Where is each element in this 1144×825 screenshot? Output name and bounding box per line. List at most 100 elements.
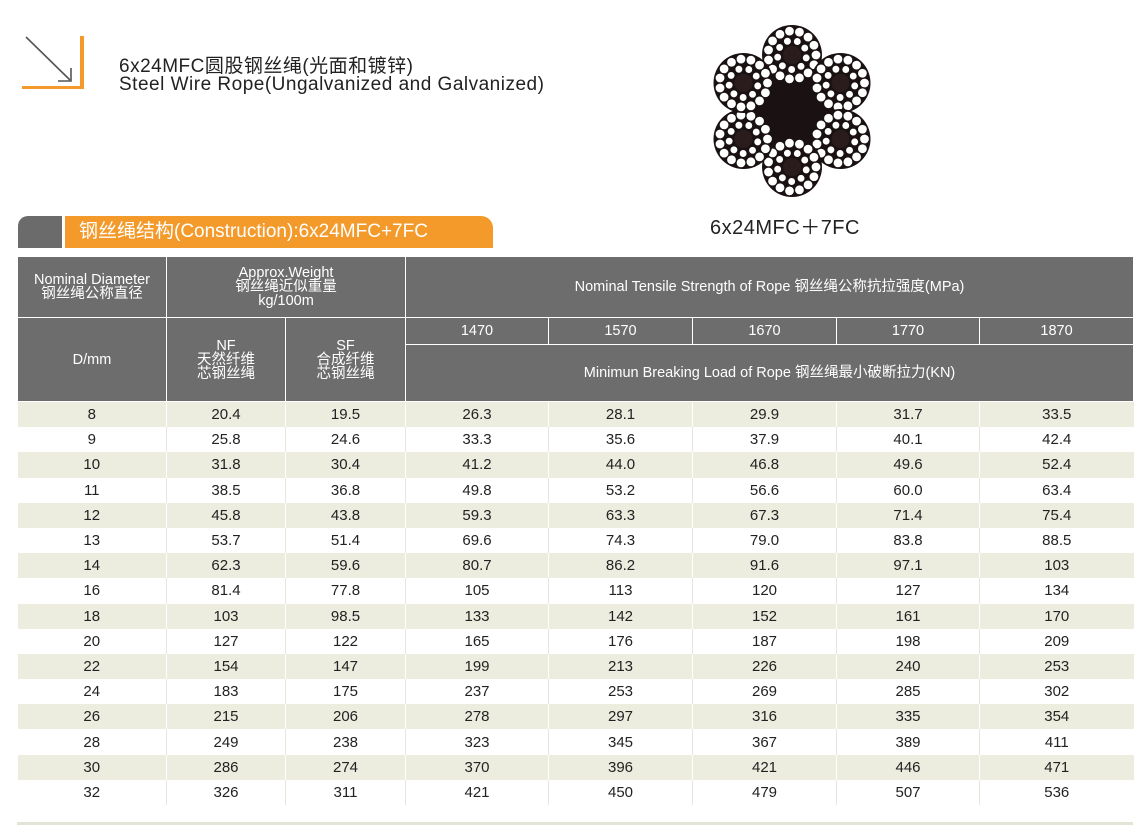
table-cell: 152	[692, 603, 837, 629]
table-cell: 238	[285, 729, 406, 755]
table-cell: 213	[548, 653, 693, 680]
table-cell: 13	[17, 527, 167, 554]
table-cell: 354	[979, 704, 1134, 730]
header-grade: 1670	[692, 317, 837, 345]
table-cell: 20.4	[166, 401, 286, 428]
table-cell: 79.0	[692, 527, 837, 554]
table-cell: 19.5	[285, 401, 406, 428]
table-row: 32 326 311 421 450 479 507 536	[17, 779, 1134, 805]
table-cell: 41.2	[405, 452, 549, 478]
header-approx-weight: Approx.Weight 钢丝绳近似重量 kg/100m	[166, 256, 406, 318]
table-cell: 49.8	[405, 477, 549, 503]
table-cell: 183	[166, 679, 286, 705]
table-cell: 175	[285, 679, 406, 705]
table-cell: 16	[17, 578, 167, 604]
table-cell: 187	[692, 628, 837, 654]
table-cell: 30	[17, 754, 167, 780]
table-cell: 253	[979, 653, 1134, 680]
table-cell: 209	[979, 628, 1134, 654]
table-cell: 31.7	[836, 401, 980, 428]
header-grade: 1770	[836, 317, 980, 345]
table-cell: 81.4	[166, 578, 286, 604]
table-cell: 226	[692, 653, 837, 680]
header-nf: NF 天然纤维 芯钢丝绳	[166, 317, 286, 402]
table-row: 20 127 122 165 176 187 198 209	[17, 628, 1134, 654]
table-cell: 31.8	[166, 452, 286, 478]
table-cell: 46.8	[692, 452, 837, 478]
table-cell: 77.8	[285, 578, 406, 604]
header-text: 钢丝绳公称直径	[41, 286, 143, 302]
table-cell: 60.0	[836, 477, 980, 503]
table-cell: 285	[836, 679, 980, 705]
table-cell: 88.5	[979, 527, 1134, 554]
table-cell: 134	[979, 578, 1134, 604]
arrow-corner-icon	[22, 36, 84, 89]
header-text: NF	[216, 337, 236, 354]
table-cell: 45.8	[166, 502, 286, 528]
table-cell: 26.3	[405, 401, 549, 428]
table-cell: 43.8	[285, 502, 406, 528]
table-cell: 127	[166, 628, 286, 654]
header-text: Approx.Weight	[238, 265, 334, 281]
table-cell: 30.4	[285, 452, 406, 478]
table-cell: 323	[405, 729, 549, 755]
table-cell: 14	[17, 553, 167, 579]
table-row: 14 62.3 59.6 80.7 86.2 91.6 97.1 103	[17, 553, 1134, 579]
table-cell: 67.3	[692, 502, 837, 528]
table-row: 10 31.8 30.4 41.2 44.0 46.8 49.6 52.4	[17, 452, 1134, 478]
header-text: 钢丝绳近似重量	[235, 279, 337, 295]
table-cell: 170	[979, 603, 1134, 629]
page-title-cn: 6x24MFC圆股钢丝绳(光面和镀锌)	[119, 56, 414, 77]
table-cell: 240	[836, 653, 980, 680]
spec-table: Nominal Diameter 钢丝绳公称直径 Approx.Weight 钢…	[17, 256, 1135, 805]
table-cell: 536	[979, 779, 1134, 805]
table-cell: 446	[836, 754, 980, 780]
table-cell: 56.6	[692, 477, 837, 503]
table-cell: 24	[17, 679, 167, 705]
table-cell: 113	[548, 578, 693, 604]
table-cell: 10	[17, 452, 167, 478]
table-cell: 24.6	[285, 427, 406, 453]
table-cell: 52.4	[979, 452, 1134, 478]
table-cell: 389	[836, 729, 980, 755]
table-cell: 274	[285, 754, 406, 780]
table-cell: 103	[166, 603, 286, 629]
table-cell: 22	[17, 653, 167, 680]
table-cell: 421	[405, 779, 549, 805]
table-row: 16 81.4 77.8 105 113 120 127 134	[17, 578, 1134, 604]
table-cell: 302	[979, 679, 1134, 705]
table-cell: 154	[166, 653, 286, 680]
table-row: 11 38.5 36.8 49.8 53.2 56.6 60.0 63.4	[17, 477, 1134, 503]
table-cell: 133	[405, 603, 549, 629]
section-tab	[18, 216, 62, 248]
table-cell: 63.3	[548, 502, 693, 528]
table-cell: 142	[548, 603, 693, 629]
table-cell: 12	[17, 502, 167, 528]
header-text: 芯钢丝绳	[197, 365, 255, 382]
table-row: 30 286 274 370 396 421 446 471	[17, 754, 1134, 780]
header-text: 芯钢丝绳	[316, 365, 375, 382]
table-cell: 471	[979, 754, 1134, 780]
header-text: kg/100m	[258, 293, 314, 309]
table-cell: 198	[836, 628, 980, 654]
table-cell: 28.1	[548, 401, 693, 428]
table-cell: 35.6	[548, 427, 693, 453]
table-cell: 18	[17, 603, 167, 629]
table-cell: 278	[405, 704, 549, 730]
table-cell: 411	[979, 729, 1134, 755]
table-cell: 103	[979, 553, 1134, 579]
table-cell: 479	[692, 779, 837, 805]
table-cell: 311	[285, 779, 406, 805]
table-cell: 11	[17, 477, 167, 503]
table-cell: 97.1	[836, 553, 980, 579]
table-cell: 75.4	[979, 502, 1134, 528]
table-cell: 147	[285, 653, 406, 680]
table-row: 26 215 206 278 297 316 335 354	[17, 704, 1134, 730]
rope-cross-section-icon	[713, 25, 871, 197]
table-cell: 367	[692, 729, 837, 755]
table-cell: 74.3	[548, 527, 693, 554]
header-grade: 1570	[548, 317, 693, 345]
header-sf: SF 合成纤维 芯钢丝绳	[285, 317, 406, 402]
table-row: 13 53.7 51.4 69.6 74.3 79.0 83.8 88.5	[17, 527, 1134, 554]
table-cell: 26	[17, 704, 167, 730]
